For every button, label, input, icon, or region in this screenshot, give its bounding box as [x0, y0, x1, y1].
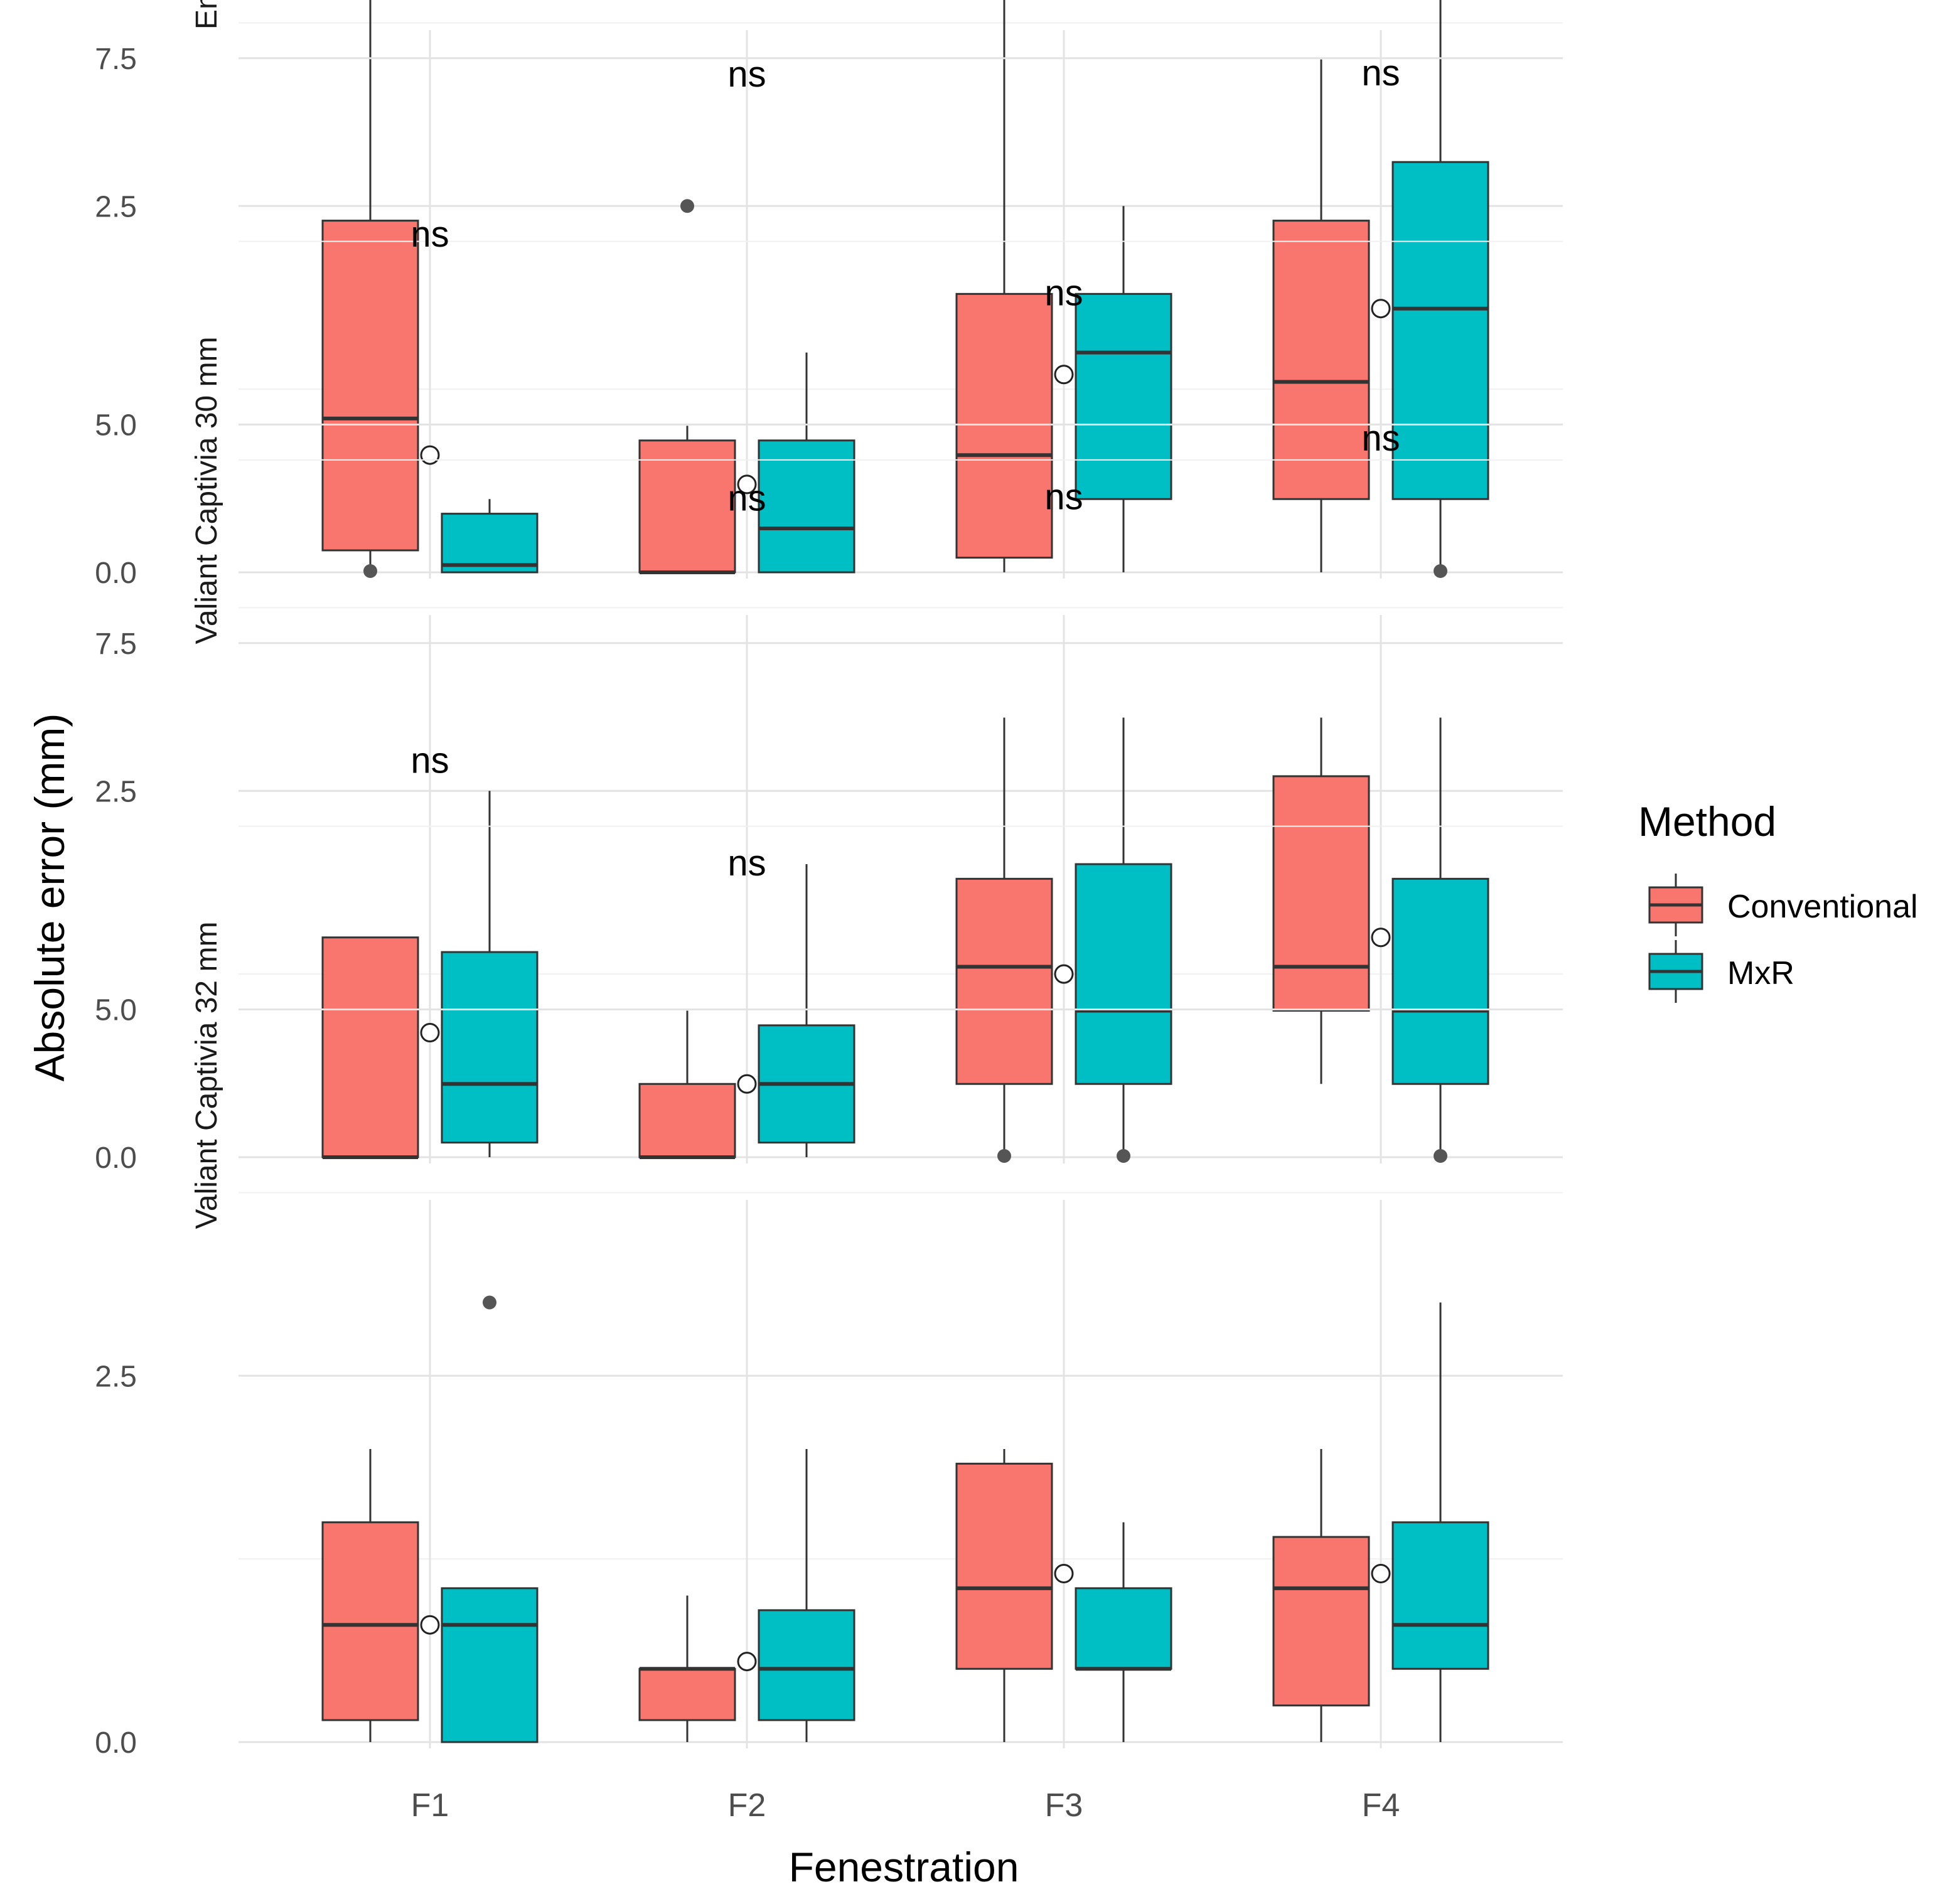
legend-label-conventional: Conventional	[1727, 889, 1918, 925]
box-mxr	[1391, 877, 1489, 1085]
box-mxr	[1075, 292, 1172, 500]
significance-label: ns	[727, 54, 766, 95]
mean-marker	[1371, 299, 1391, 319]
outlier-point	[1434, 564, 1447, 578]
box-conventional	[955, 292, 1053, 559]
y-tick-label: 5.0	[95, 994, 137, 1027]
legend: Method Conventional MxR	[1638, 798, 1918, 1003]
box-conventional	[321, 1521, 419, 1721]
box-mxr	[1391, 161, 1489, 500]
outlier-point	[997, 1149, 1011, 1163]
mean-marker	[420, 1615, 440, 1635]
mean-marker	[737, 474, 757, 495]
y-tick-label: 0.0	[95, 1142, 137, 1175]
y-tick-label: 7.5	[95, 43, 137, 76]
mean-marker	[1054, 1563, 1074, 1583]
mean-marker	[1371, 928, 1391, 948]
box-conventional	[955, 1462, 1053, 1670]
y-tick-label: 2.5	[95, 775, 137, 808]
mean-marker	[1054, 964, 1074, 984]
box-mxr	[441, 513, 539, 574]
panel-3: 0.0 2.5 5.0 7.5 Valiant Captivia 32 mm ns ns ns…	[95, 418, 1563, 1760]
box-conventional	[321, 936, 419, 1158]
mean-marker	[420, 1023, 440, 1043]
panel-strip-label: Endurant II 28 mm	[190, 0, 223, 29]
box-conventional	[638, 1667, 736, 1721]
legend-keys	[1648, 874, 1703, 1003]
y-tick-label: 0.0	[95, 557, 137, 590]
box-mxr	[758, 1609, 855, 1721]
box-mxr	[441, 951, 539, 1144]
significance-label: ns	[727, 843, 766, 884]
x-tick-label: F1	[411, 1787, 449, 1824]
y-tick-label: 7.5	[95, 628, 137, 661]
mean-marker	[420, 445, 440, 465]
x-axis-title: Fenestration	[789, 1844, 1019, 1890]
panel-2: 0.0 2.5 5.0 7.5 Valiant Captivia 30 mm ns ns ns…	[95, 43, 1563, 1175]
panels-layer: 0.02.55.07.5Endurant II 28 mm*nsnsns0.02…	[95, 0, 1563, 1824]
y-tick-label: 5.0	[95, 409, 137, 442]
x-tick-label: F3	[1045, 1787, 1083, 1824]
box-conventional	[638, 1083, 736, 1158]
significance-label: ns	[410, 741, 449, 781]
x-tick-label: F2	[728, 1787, 766, 1824]
panel-strip-label: Valiant Captivia 30 mm	[190, 337, 223, 644]
significance-label: ns	[1361, 53, 1400, 94]
outlier-point	[1117, 1149, 1130, 1163]
outlier-point	[363, 564, 377, 578]
significance-label: ns	[1361, 418, 1400, 459]
outlier-point	[680, 199, 694, 213]
outlier-point	[1434, 1149, 1447, 1163]
outlier-point	[483, 1295, 496, 1310]
significance-label: ns	[727, 478, 766, 518]
y-tick-label: 0.0	[95, 1726, 137, 1760]
box-mxr	[758, 439, 855, 574]
box-conventional	[1272, 1536, 1370, 1707]
box-mxr	[1075, 863, 1172, 1085]
box-conventional	[955, 877, 1053, 1085]
mean-marker	[1054, 365, 1074, 385]
significance-label: ns	[1044, 272, 1083, 313]
y-tick-label: 2.5	[95, 1360, 137, 1393]
significance-label: ns	[1044, 476, 1083, 517]
legend-label-mxr: MxR	[1727, 955, 1794, 992]
legend-title: Method	[1638, 798, 1776, 845]
mean-marker	[737, 1074, 757, 1094]
box-mxr	[441, 1587, 539, 1743]
box-conventional	[1272, 220, 1370, 500]
y-axis-title: Absolute error (mm)	[26, 714, 73, 1082]
panel-strip-label: Valiant Captivia 32 mm	[190, 922, 223, 1229]
y-tick-label: 2.5	[95, 190, 137, 223]
mean-marker	[737, 1652, 757, 1672]
box-mxr	[1075, 1587, 1172, 1670]
box-conventional	[1272, 775, 1370, 1012]
mean-marker	[1371, 1563, 1391, 1583]
box-conventional	[321, 220, 419, 552]
significance-label: ns	[410, 214, 449, 255]
box-mxr	[1391, 1521, 1489, 1670]
x-tick-label: F4	[1362, 1787, 1400, 1824]
